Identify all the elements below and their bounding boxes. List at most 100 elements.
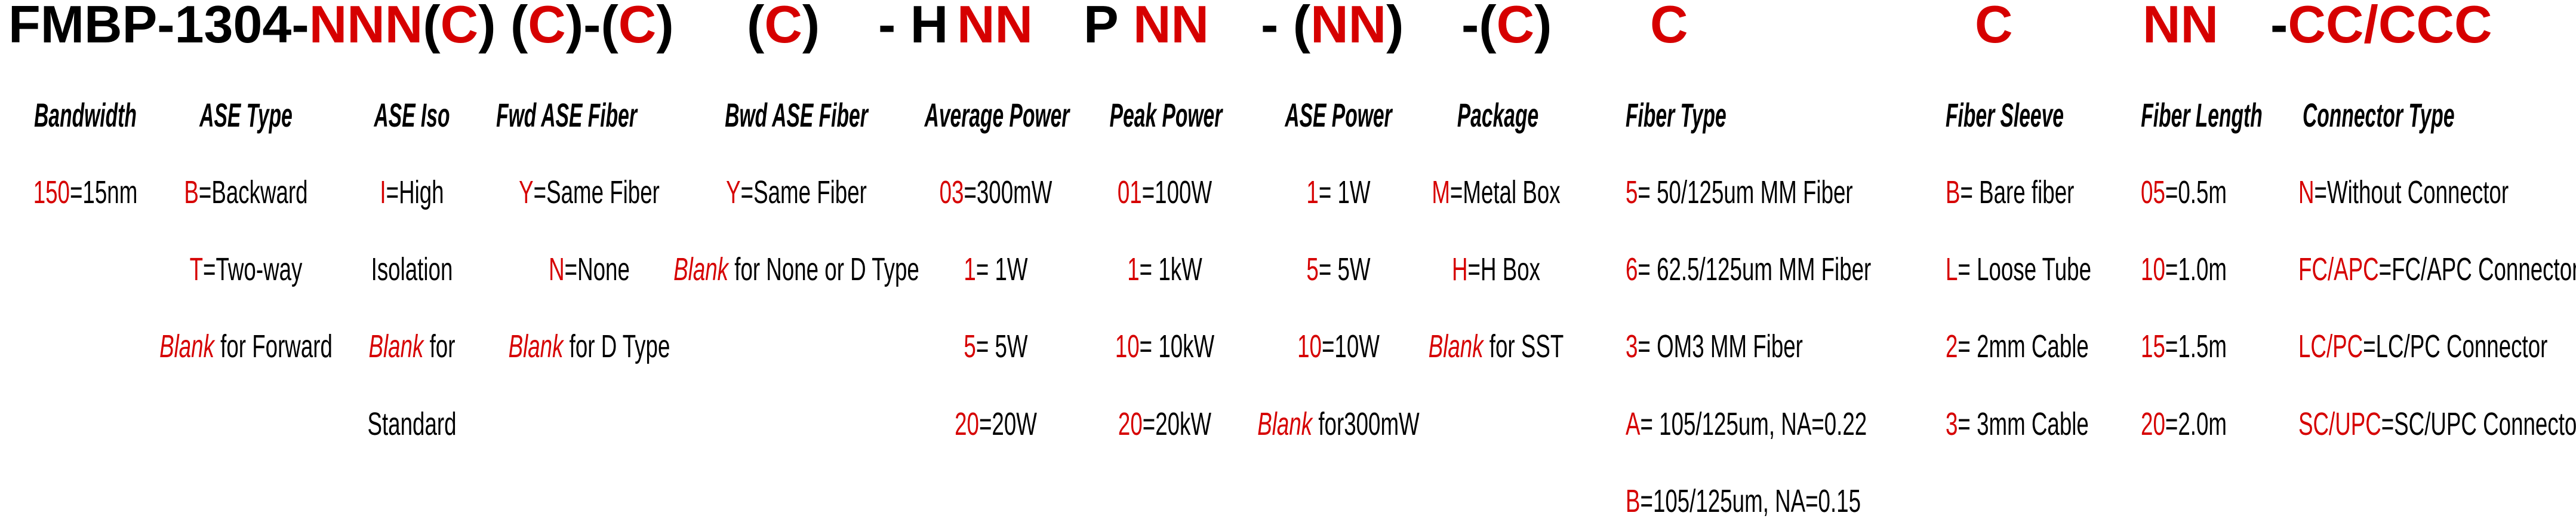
option-code: Blank: [673, 251, 729, 287]
option-item: 6= 62.5/125um MM Fiber: [1626, 251, 1871, 287]
option-description: Standard: [367, 406, 457, 442]
option-description: =20kW: [1142, 406, 1212, 442]
option-item: N=None: [549, 251, 630, 287]
column-header: Fwd ASE Fiber: [496, 96, 637, 134]
option-code: 5: [1306, 251, 1319, 287]
option-item: 3= 3mm Cable: [1946, 406, 2089, 442]
option-item: Blank for: [369, 329, 456, 364]
option-code: M: [1432, 174, 1450, 210]
format-segment: NN: [2143, 0, 2218, 54]
option-code: LC/PC: [2298, 329, 2363, 364]
option-code: 05: [2141, 174, 2165, 210]
option-code: Y: [726, 174, 741, 210]
option-code: 20: [955, 406, 979, 442]
fixed-text: )-(: [565, 0, 618, 54]
option-description: =1.5m: [2165, 329, 2227, 364]
column-header: Average Power: [924, 96, 1070, 134]
option-item: 5= 50/125um MM Fiber: [1626, 174, 1853, 210]
format-segment: NN: [1133, 0, 1209, 54]
option-item: 10=1.0m: [2141, 251, 2227, 287]
option-code: 3: [1626, 329, 1638, 364]
option-description: = 1W: [1318, 174, 1371, 210]
variable-code: NN: [2143, 0, 2219, 54]
option-description: for: [423, 329, 456, 364]
option-code: 10: [1115, 329, 1140, 364]
option-item: FC/APC=FC/APC Connector: [2298, 251, 2576, 287]
variable-code: NN: [1310, 0, 1387, 54]
option-item: 1= 1W: [1306, 174, 1370, 210]
variable-code: NN: [957, 0, 1033, 54]
option-item: B=105/125um, NA=0.15: [1626, 483, 1861, 519]
column-header: Peak Power: [1109, 96, 1223, 134]
option-description: = 50/125um MM Fiber: [1638, 174, 1853, 210]
option-description: =Two-way: [203, 251, 303, 287]
option-description: = 1W: [975, 251, 1028, 287]
fixed-text: - (: [1261, 0, 1311, 54]
option-item: L= Loose Tube: [1946, 251, 2091, 287]
option-code: 6: [1626, 251, 1638, 287]
option-description: =300mW: [964, 174, 1052, 210]
fixed-text: -(: [1461, 0, 1497, 54]
option-description: =15nm: [69, 174, 138, 210]
column-header: ASE Iso: [374, 96, 450, 134]
option-item: N=Without Connector: [2298, 174, 2509, 210]
option-description: = 105/125um, NA=0.22: [1640, 406, 1867, 442]
option-code: Blank: [159, 329, 214, 364]
option-description: =2.0m: [2165, 406, 2227, 442]
format-segment: -(C): [1461, 0, 1552, 54]
option-code: Blank: [508, 329, 564, 364]
option-code: 3: [1946, 406, 1958, 442]
column-header: Fiber Type: [1626, 96, 1726, 134]
variable-code: C: [440, 0, 479, 54]
option-code: B: [1946, 174, 1961, 210]
option-description: =Metal Box: [1449, 174, 1561, 210]
variable-code: CC/CCC: [2288, 0, 2492, 54]
option-description: =20W: [978, 406, 1037, 442]
option-item: LC/PC=LC/PC Connector: [2298, 329, 2547, 364]
format-segment: - H: [878, 0, 948, 54]
format-segment: - (NN): [1261, 0, 1404, 54]
format-segment: C: [1650, 0, 1688, 54]
option-code: 10: [1297, 329, 1322, 364]
option-description: for D Type: [563, 329, 670, 364]
option-code: B: [184, 174, 199, 210]
option-item: Isolation: [371, 251, 453, 287]
option-item: 03=300mW: [940, 174, 1052, 210]
option-item: Blank for None or D Type: [673, 251, 919, 287]
option-code: L: [1946, 251, 1958, 287]
format-segment: NN: [957, 0, 1033, 54]
option-description: = 1kW: [1139, 251, 1202, 287]
format-segment: (C): [747, 0, 820, 54]
variable-code: C: [1496, 0, 1535, 54]
option-description: = 5W: [1318, 251, 1371, 287]
option-item: 05=0.5m: [2141, 174, 2227, 210]
option-item: 10=10W: [1297, 329, 1380, 364]
column-header: Package: [1457, 96, 1539, 134]
column-header: ASE Power: [1285, 96, 1392, 134]
option-description: =Same Fiber: [533, 174, 660, 210]
option-description: =Backward: [198, 174, 308, 210]
option-code: 20: [1118, 406, 1143, 442]
option-description: =High: [386, 174, 444, 210]
variable-code: NN: [1133, 0, 1209, 54]
option-description: = 5W: [975, 329, 1028, 364]
variable-code: C: [1650, 0, 1688, 54]
option-description: =1.0m: [2165, 251, 2227, 287]
option-item: T=Two-way: [190, 251, 303, 287]
fixed-text: (: [747, 0, 765, 54]
variable-code: C: [618, 0, 657, 54]
option-description: =Without Connector: [2314, 174, 2509, 210]
option-item: 01=100W: [1118, 174, 1212, 210]
option-description: =FC/APC Connector: [2378, 251, 2576, 287]
option-description: = 2mm Cable: [1958, 329, 2089, 364]
option-item: 20=20W: [955, 406, 1037, 442]
option-description: = 3mm Cable: [1958, 406, 2089, 442]
option-description: for300mW: [1312, 406, 1420, 442]
variable-code: C: [764, 0, 802, 54]
option-item: Y=Same Fiber: [519, 174, 660, 210]
option-description: = OM3 MM Fiber: [1638, 329, 1803, 364]
fixed-text: ): [1534, 0, 1552, 54]
option-description: =LC/PC Connector: [2363, 329, 2548, 364]
option-code: 2: [1946, 329, 1958, 364]
option-description: for SST: [1483, 329, 1564, 364]
